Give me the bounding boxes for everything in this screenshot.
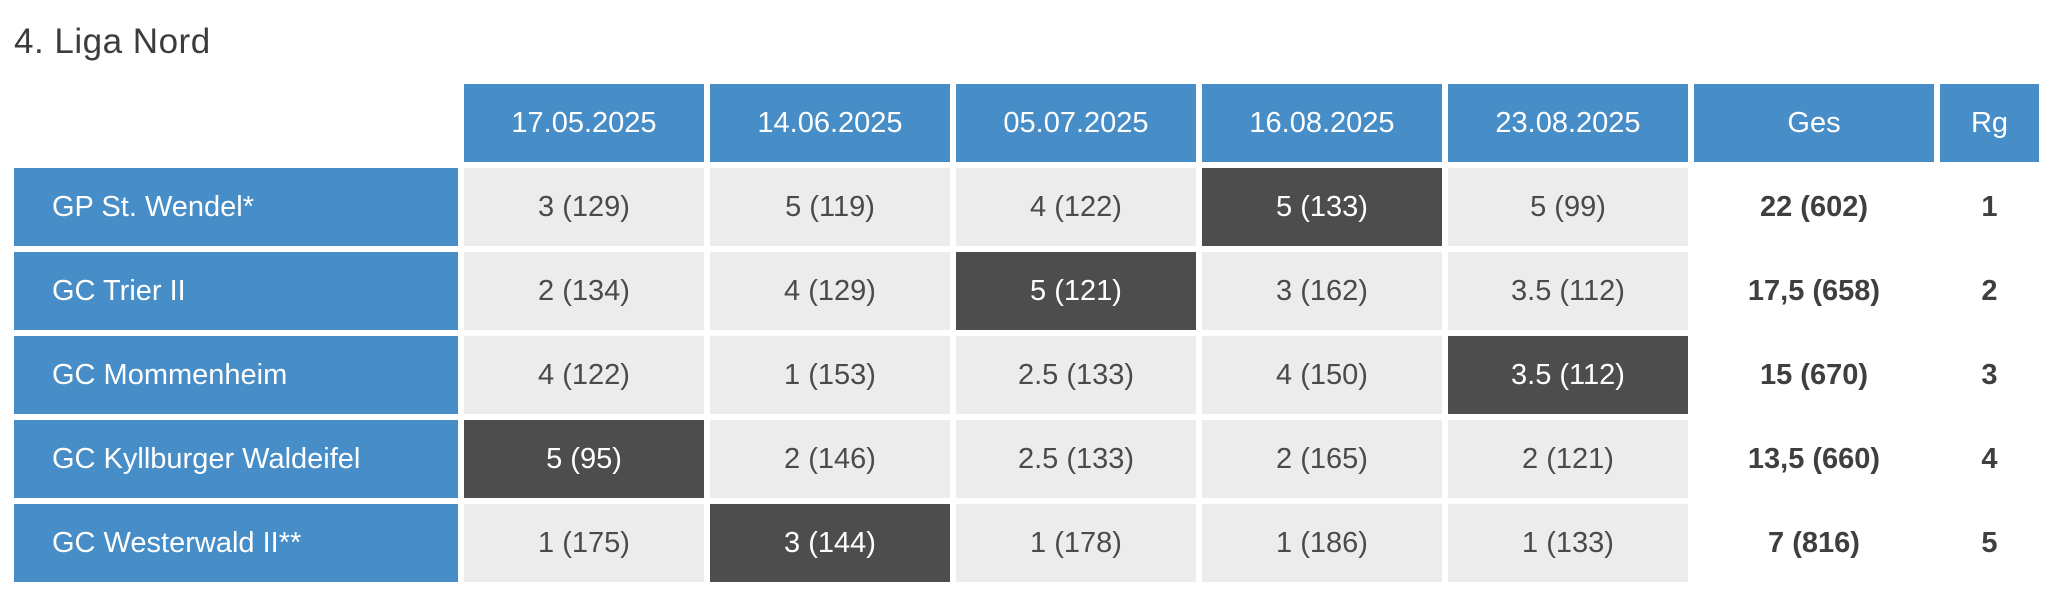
result-cell: 5 (95): [464, 420, 704, 498]
result-cell: 2.5 (133): [956, 420, 1196, 498]
total-cell: 15 (670): [1694, 336, 1934, 414]
result-cell: 3 (162): [1202, 252, 1442, 330]
result-cell: 4 (150): [1202, 336, 1442, 414]
result-cell: 2 (146): [710, 420, 950, 498]
result-cell: 1 (186): [1202, 504, 1442, 582]
team-name-cell: GC Trier II: [14, 252, 458, 330]
column-header-date-3: 05.07.2025: [956, 84, 1196, 162]
result-cell: 1 (133): [1448, 504, 1688, 582]
column-header-date-1: 17.05.2025: [464, 84, 704, 162]
rank-cell: 3: [1940, 336, 2039, 414]
total-cell: 7 (816): [1694, 504, 1934, 582]
result-cell: 3.5 (112): [1448, 252, 1688, 330]
column-header-rank: Rg: [1940, 84, 2039, 162]
team-name-cell: GP St. Wendel*: [14, 168, 458, 246]
table-corner-spacer: [14, 84, 458, 162]
team-name-cell: GC Kyllburger Waldeifel: [14, 420, 458, 498]
result-cell: 2 (134): [464, 252, 704, 330]
column-header-date-2: 14.06.2025: [710, 84, 950, 162]
result-cell: 5 (119): [710, 168, 950, 246]
page-title: 4. Liga Nord: [14, 22, 211, 61]
result-cell: 4 (122): [464, 336, 704, 414]
result-cell: 2.5 (133): [956, 336, 1196, 414]
result-cell: 1 (153): [710, 336, 950, 414]
column-header-date-4: 16.08.2025: [1202, 84, 1442, 162]
result-cell: 5 (121): [956, 252, 1196, 330]
result-cell: 5 (133): [1202, 168, 1442, 246]
team-name-cell: GC Westerwald II**: [14, 504, 458, 582]
result-cell: 3 (129): [464, 168, 704, 246]
result-cell: 2 (165): [1202, 420, 1442, 498]
result-cell: 1 (178): [956, 504, 1196, 582]
total-cell: 13,5 (660): [1694, 420, 1934, 498]
result-cell: 1 (175): [464, 504, 704, 582]
result-cell: 5 (99): [1448, 168, 1688, 246]
league-results-table: 17.05.2025 14.06.2025 05.07.2025 16.08.2…: [14, 84, 2039, 582]
result-cell: 3 (144): [710, 504, 950, 582]
column-header-date-5: 23.08.2025: [1448, 84, 1688, 162]
result-cell: 3.5 (112): [1448, 336, 1688, 414]
column-header-total: Ges: [1694, 84, 1934, 162]
rank-cell: 4: [1940, 420, 2039, 498]
total-cell: 22 (602): [1694, 168, 1934, 246]
result-cell: 4 (122): [956, 168, 1196, 246]
rank-cell: 1: [1940, 168, 2039, 246]
total-cell: 17,5 (658): [1694, 252, 1934, 330]
result-cell: 4 (129): [710, 252, 950, 330]
rank-cell: 5: [1940, 504, 2039, 582]
rank-cell: 2: [1940, 252, 2039, 330]
team-name-cell: GC Mommenheim: [14, 336, 458, 414]
result-cell: 2 (121): [1448, 420, 1688, 498]
